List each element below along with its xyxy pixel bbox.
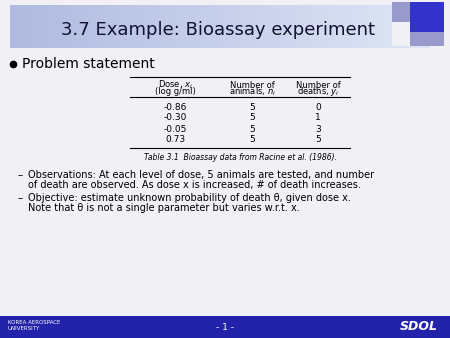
Text: 0: 0 <box>315 102 321 112</box>
Text: Dose, $x_i$: Dose, $x_i$ <box>158 79 193 91</box>
Text: Objective: estimate unknown probability of death θ, given dose x.: Objective: estimate unknown probability … <box>28 193 351 203</box>
Bar <box>0 316 450 338</box>
Text: –: – <box>18 193 23 203</box>
Text: 0.73: 0.73 <box>165 136 185 145</box>
Bar <box>392 2 444 46</box>
Text: KOREA AEROSPACE: KOREA AEROSPACE <box>8 319 60 324</box>
Text: -0.30: -0.30 <box>163 114 187 122</box>
Text: Problem statement: Problem statement <box>22 57 155 71</box>
Text: 5: 5 <box>315 136 321 145</box>
Text: 5: 5 <box>249 136 255 145</box>
Text: animals, $n_i$: animals, $n_i$ <box>229 86 275 98</box>
Bar <box>410 2 444 32</box>
Text: Table 3.1  Bioassay data from Racine et al. (1986).: Table 3.1 Bioassay data from Racine et a… <box>144 152 337 162</box>
Text: 5: 5 <box>249 124 255 134</box>
Text: –: – <box>18 170 23 180</box>
Text: -0.05: -0.05 <box>163 124 187 134</box>
Text: UNIVERSITY: UNIVERSITY <box>8 327 40 332</box>
Text: -0.86: -0.86 <box>163 102 187 112</box>
Text: Number of: Number of <box>296 80 340 90</box>
Text: Note that θ is not a single parameter but varies w.r.t. x.: Note that θ is not a single parameter bu… <box>28 203 300 213</box>
Text: 5: 5 <box>249 102 255 112</box>
Text: deaths, $y_i$: deaths, $y_i$ <box>297 86 339 98</box>
Text: Observations: At each level of dose, 5 animals are tested, and number: Observations: At each level of dose, 5 a… <box>28 170 374 180</box>
Text: of death are observed. As dose x is increased, # of death increases.: of death are observed. As dose x is incr… <box>28 180 361 190</box>
Text: 3.7 Example: Bioassay experiment: 3.7 Example: Bioassay experiment <box>61 21 375 39</box>
Text: Number of: Number of <box>230 80 274 90</box>
Text: 3: 3 <box>315 124 321 134</box>
Text: - 1 -: - 1 - <box>216 322 234 332</box>
Bar <box>392 22 410 46</box>
Text: 5: 5 <box>249 114 255 122</box>
Text: 1: 1 <box>315 114 321 122</box>
Text: SDOL: SDOL <box>400 320 438 334</box>
Text: (log g/ml): (log g/ml) <box>155 88 195 97</box>
